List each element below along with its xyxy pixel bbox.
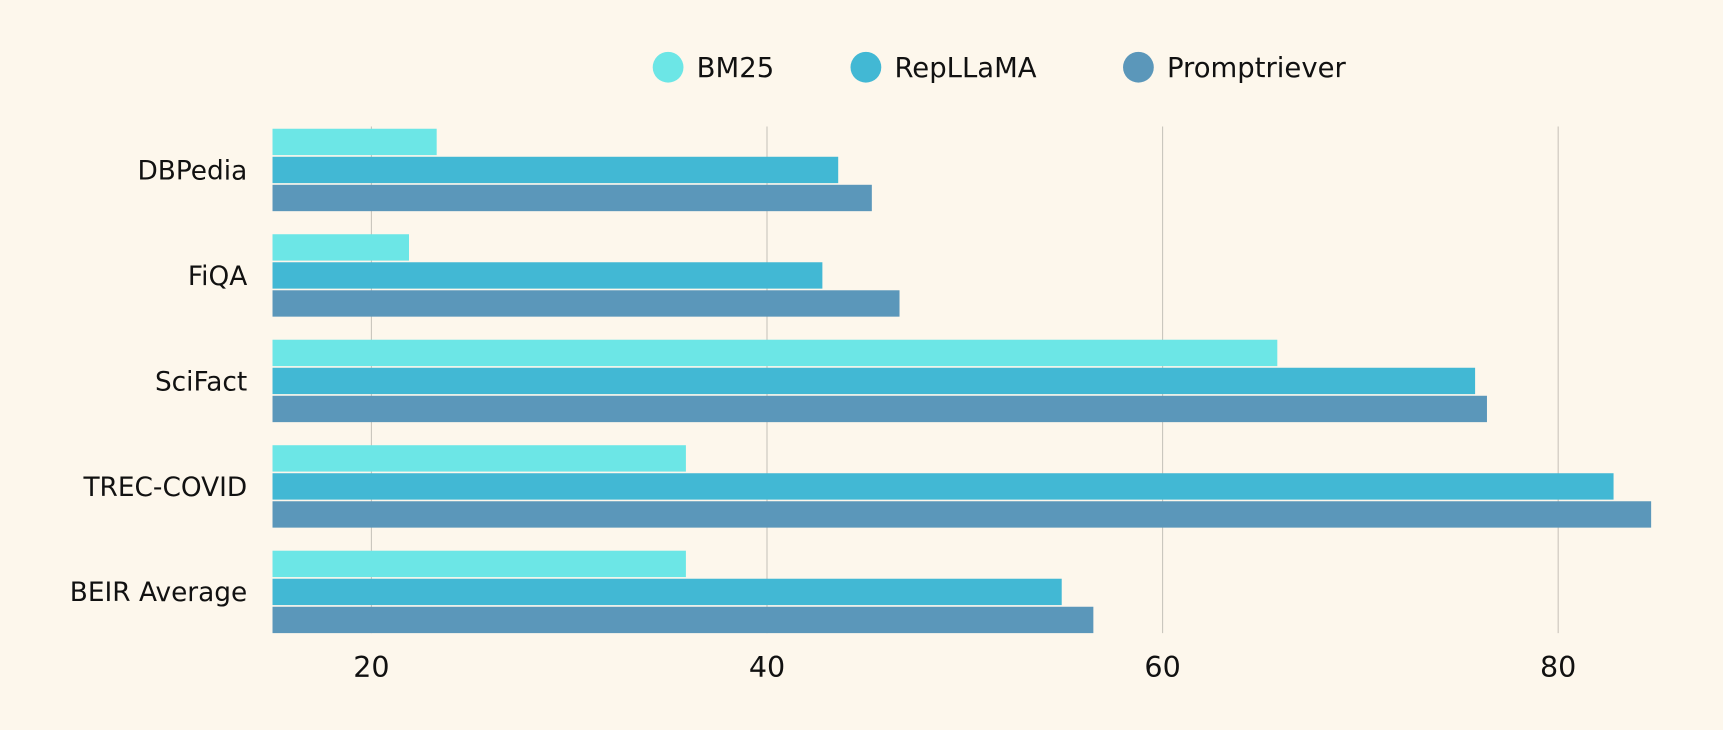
category-label: FiQA [188, 262, 247, 292]
legend-label: Promptriever [1167, 53, 1347, 84]
legend-marker-promptriever [1123, 51, 1154, 83]
bar-bm25-fiqa [272, 234, 409, 261]
category-label: DBPedia [137, 156, 247, 186]
x-tick-label: 20 [353, 650, 389, 684]
category-label: TREC-COVID [82, 473, 247, 503]
legend-marker-bm25 [652, 51, 684, 83]
bar-repllama-fiqa [272, 262, 823, 289]
legend-marker-repllama [850, 51, 882, 83]
bar-bm25-scifact [272, 339, 1278, 367]
bar-bm25-dbpedia [272, 128, 437, 156]
bar-repllama-beir-average [272, 578, 1062, 606]
bar-promptriever-scifact [272, 395, 1487, 423]
bar-promptriever-beir-average [272, 606, 1094, 634]
bar-repllama-dbpedia [272, 156, 839, 184]
x-tick-label: 60 [1144, 650, 1180, 684]
bar-promptriever-fiqa [272, 290, 900, 317]
legend-label: BM25 [697, 53, 775, 84]
bar-promptriever-trec-covid [272, 501, 1652, 528]
category-label: BEIR Average [70, 578, 247, 608]
x-tick-label: 80 [1540, 650, 1576, 684]
x-tick-label: 40 [749, 650, 785, 684]
bar-repllama-trec-covid [272, 473, 1614, 500]
category-label: SciFact [155, 367, 247, 397]
bar-bm25-beir-average [272, 550, 686, 578]
bar-promptriever-dbpedia [272, 184, 872, 212]
bar-repllama-scifact [272, 367, 1476, 395]
legend-label: RepLLaMA [894, 53, 1036, 84]
bar-bm25-trec-covid [272, 445, 686, 472]
